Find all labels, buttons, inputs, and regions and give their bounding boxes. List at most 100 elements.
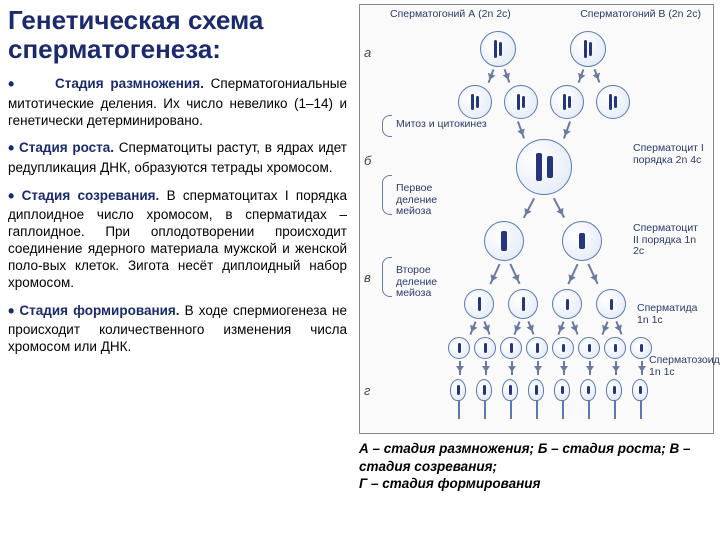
cell-spermatid-2 (552, 337, 574, 359)
chromosome (589, 42, 592, 56)
chromosome (471, 94, 474, 110)
label-spermatogonium-b: Сперматогоний В (2n 2c) (580, 9, 701, 21)
stage-4-block: • Стадия формирования. В ходе спермиоген… (8, 300, 347, 356)
arrow (578, 69, 584, 83)
chromosome-pair (536, 153, 542, 181)
chromosome (613, 386, 616, 394)
legend-a: А – стадия размножения; (359, 441, 534, 456)
chromosome-pair (579, 233, 585, 249)
arrow (485, 361, 487, 375)
cell-spermatid-2 (526, 337, 548, 359)
arrow (557, 321, 564, 335)
arrow (523, 198, 535, 218)
label-spermatid: Сперматида 1n 1c (637, 303, 705, 326)
cell-daughter (596, 85, 630, 119)
chromosome (587, 386, 590, 394)
chromosome (476, 96, 479, 108)
cell-spermatogonium-b (570, 31, 606, 67)
arrow (504, 69, 510, 83)
arrow (567, 264, 578, 285)
spermatozoid (632, 379, 650, 419)
cell-spermatid-2 (474, 337, 496, 359)
arrow (563, 361, 565, 375)
arrow (483, 321, 490, 335)
arrow (527, 321, 534, 335)
arrow (615, 321, 622, 335)
legend-g: Г – стадия формирования (359, 476, 540, 491)
title-line-2: сперматогенеза: (8, 34, 221, 64)
chromosome (458, 343, 461, 353)
arrow (511, 361, 513, 375)
bullet-dot: • (8, 301, 14, 321)
arrow (517, 121, 525, 138)
arrow (601, 321, 608, 335)
arrow (571, 321, 578, 335)
label-spermatocyte-2: Сперматоцит II порядка 1n 2c (633, 223, 705, 258)
chromosome (584, 40, 587, 58)
cell-spermatid (464, 289, 494, 319)
cell-spermatid (552, 289, 582, 319)
spermatozoid (450, 379, 468, 419)
label-meiosis-1: Первое деление мейоза (396, 183, 466, 218)
cell-spermatid-2 (500, 337, 522, 359)
arrow (537, 361, 539, 375)
stage-3-block: • Стадия созревания. В сперматоцитах I п… (8, 185, 347, 292)
label-spermatocyte-1: Сперматоцит I порядка 2n 4c (633, 143, 705, 166)
chromosome (614, 96, 617, 108)
arrow (589, 361, 591, 375)
label-spermatozoid: Сперматозоиды 1n 1c (649, 355, 707, 378)
arrow (587, 264, 598, 285)
spermatozoid (606, 379, 624, 419)
cell-daughter (458, 85, 492, 119)
brace-meiosis-2 (382, 257, 392, 297)
arrow (459, 361, 461, 375)
cell-daughter (504, 85, 538, 119)
stage-2-block: • Стадия роста. Сперматоциты растут, в я… (8, 137, 347, 176)
chromosome (522, 297, 525, 311)
stage-1-name: Стадия размножения. (55, 76, 204, 91)
chromosome-pair (547, 156, 553, 178)
chromosome (561, 386, 564, 394)
spermatogenesis-diagram: Сперматогоний А (2n 2c) Сперматогоний В … (359, 4, 714, 434)
chromosome (614, 344, 617, 352)
cell-spermatogonium-a (480, 31, 516, 67)
cell-spermatid (508, 289, 538, 319)
label-mitosis: Митоз и цитокинез (396, 119, 487, 131)
cell-spermatocyte-2 (562, 221, 602, 261)
legend: А – стадия размножения; Б – стадия роста… (359, 440, 716, 493)
chromosome (484, 343, 487, 353)
chromosome (509, 385, 512, 395)
arrow (488, 69, 494, 83)
arrow (563, 121, 571, 138)
title-line-1: Генетическая схема (8, 5, 263, 35)
cell-spermatocyte-1 (516, 139, 572, 195)
chromosome (483, 385, 486, 395)
chromosome (517, 94, 520, 110)
chromosome (499, 42, 502, 56)
arrow (615, 361, 617, 375)
diagram-column: Сперматогоний А (2n 2c) Сперматогоний В … (355, 0, 720, 540)
row-letter-g: г (364, 383, 370, 398)
legend-b: Б – стадия роста; (538, 441, 666, 456)
spermatozoid (554, 379, 572, 419)
chromosome (588, 344, 591, 352)
spermatozoid (476, 379, 494, 419)
stage-3-name: Стадия созревания. (22, 188, 160, 203)
arrow (489, 264, 500, 285)
text-column: Генетическая схема сперматогенеза: • Ста… (0, 0, 355, 540)
chromosome (609, 94, 612, 110)
arrow (513, 321, 520, 335)
chromosome (494, 40, 497, 58)
chromosome (640, 344, 643, 352)
chromosome (566, 299, 569, 310)
label-meiosis-2: Второе деление мейоза (396, 265, 456, 300)
arrow (641, 361, 643, 375)
stage-2-name: Стадия роста. (19, 140, 114, 155)
chromosome (568, 96, 571, 108)
stage-4-name: Стадия формирования. (19, 303, 179, 318)
arrow (553, 198, 565, 218)
spermatozoid (580, 379, 598, 419)
chromosome (522, 96, 525, 108)
cell-daughter (550, 85, 584, 119)
chromosome (563, 94, 566, 110)
